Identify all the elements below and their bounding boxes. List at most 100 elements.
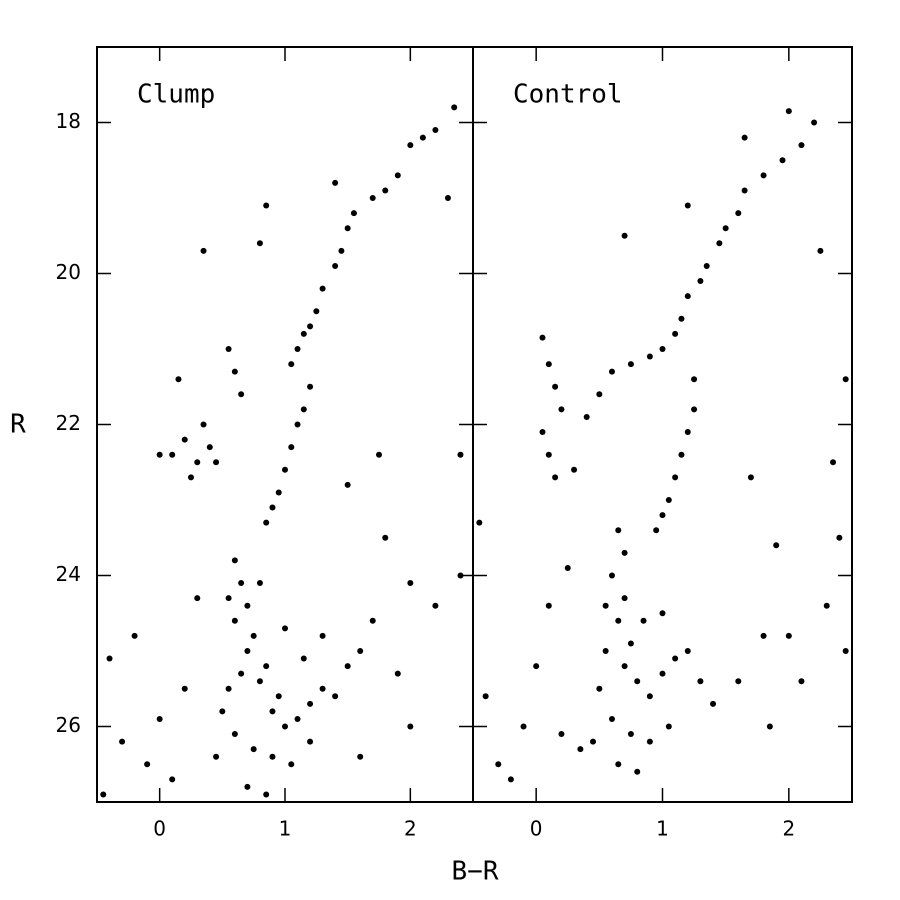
data-point (583, 413, 590, 420)
data-point (444, 195, 451, 201)
data-point (194, 595, 201, 602)
data-point (495, 761, 502, 768)
data-point (256, 240, 263, 247)
data-point (621, 232, 628, 239)
data-point (263, 791, 270, 798)
data-point (476, 519, 483, 526)
data-point (615, 527, 622, 534)
data-point (608, 368, 615, 375)
data-point (394, 172, 401, 179)
data-point (590, 738, 597, 745)
data-point (319, 285, 326, 292)
data-point (119, 738, 126, 745)
data-point (451, 104, 458, 111)
data-point (213, 459, 220, 466)
data-point (457, 451, 464, 458)
data-point (256, 580, 263, 587)
data-point (552, 383, 559, 390)
data-point (319, 632, 326, 639)
data-point (382, 187, 389, 194)
data-point (394, 670, 401, 677)
data-point (678, 315, 685, 322)
data-point (533, 663, 540, 670)
data-point (602, 602, 609, 609)
data-point (741, 187, 748, 194)
data-point (144, 761, 151, 768)
data-point (250, 632, 257, 639)
data-point (263, 519, 270, 526)
data-point (659, 346, 666, 352)
data-point (376, 451, 382, 458)
data-point (244, 602, 251, 609)
data-point (830, 459, 837, 466)
data-point (294, 421, 301, 428)
data-point (785, 108, 792, 115)
data-point (564, 564, 571, 571)
x-tick-label: 0 (530, 817, 543, 841)
data-point (300, 406, 307, 413)
data-point (344, 663, 351, 670)
data-point (307, 323, 314, 330)
data-point (703, 262, 710, 269)
data-point (539, 334, 546, 341)
data-point (621, 549, 628, 556)
data-point (672, 330, 679, 337)
data-point (181, 685, 188, 692)
y-tick-label: 20 (56, 260, 81, 284)
data-point (798, 678, 805, 685)
data-point (602, 648, 609, 654)
data-point (169, 451, 176, 458)
data-point (100, 791, 107, 798)
data-point (785, 632, 792, 639)
data-point (300, 330, 307, 337)
data-point (520, 723, 527, 730)
data-point (156, 715, 163, 722)
data-point (244, 783, 251, 790)
data-point (300, 655, 307, 662)
data-point (766, 723, 773, 730)
data-point (646, 353, 653, 360)
data-point (282, 625, 288, 632)
data-point (269, 504, 276, 511)
data-point (288, 361, 295, 368)
data-point (350, 210, 357, 217)
data-point (332, 262, 339, 269)
y-tick-label: 18 (56, 109, 81, 133)
y-tick-label: 22 (56, 411, 81, 435)
data-point (357, 753, 364, 760)
data-point (457, 572, 464, 579)
data-point (382, 534, 389, 541)
data-point (407, 142, 414, 149)
data-point (665, 497, 672, 503)
data-point (627, 731, 634, 738)
data-point (238, 670, 245, 677)
data-point (678, 451, 685, 458)
data-point (294, 346, 301, 352)
data-point (194, 459, 201, 466)
data-point (344, 225, 351, 232)
data-point (672, 655, 679, 662)
data-point (621, 595, 628, 602)
data-point (369, 195, 376, 201)
data-point (659, 610, 666, 617)
data-point (653, 527, 660, 534)
data-point (288, 761, 295, 768)
data-point (256, 678, 263, 685)
data-point (200, 247, 207, 254)
data-point (735, 678, 742, 685)
data-point (558, 406, 565, 413)
data-point (225, 595, 232, 602)
data-point (710, 700, 717, 707)
data-point (684, 648, 691, 654)
data-point (131, 632, 138, 639)
data-point (263, 202, 270, 209)
data-point (615, 761, 622, 768)
data-point (419, 134, 426, 141)
data-point (798, 142, 805, 149)
data-point (697, 678, 704, 685)
data-point (621, 663, 628, 670)
data-point (741, 134, 748, 141)
data-point (634, 678, 641, 685)
data-point (571, 466, 578, 473)
data-point (722, 225, 729, 232)
